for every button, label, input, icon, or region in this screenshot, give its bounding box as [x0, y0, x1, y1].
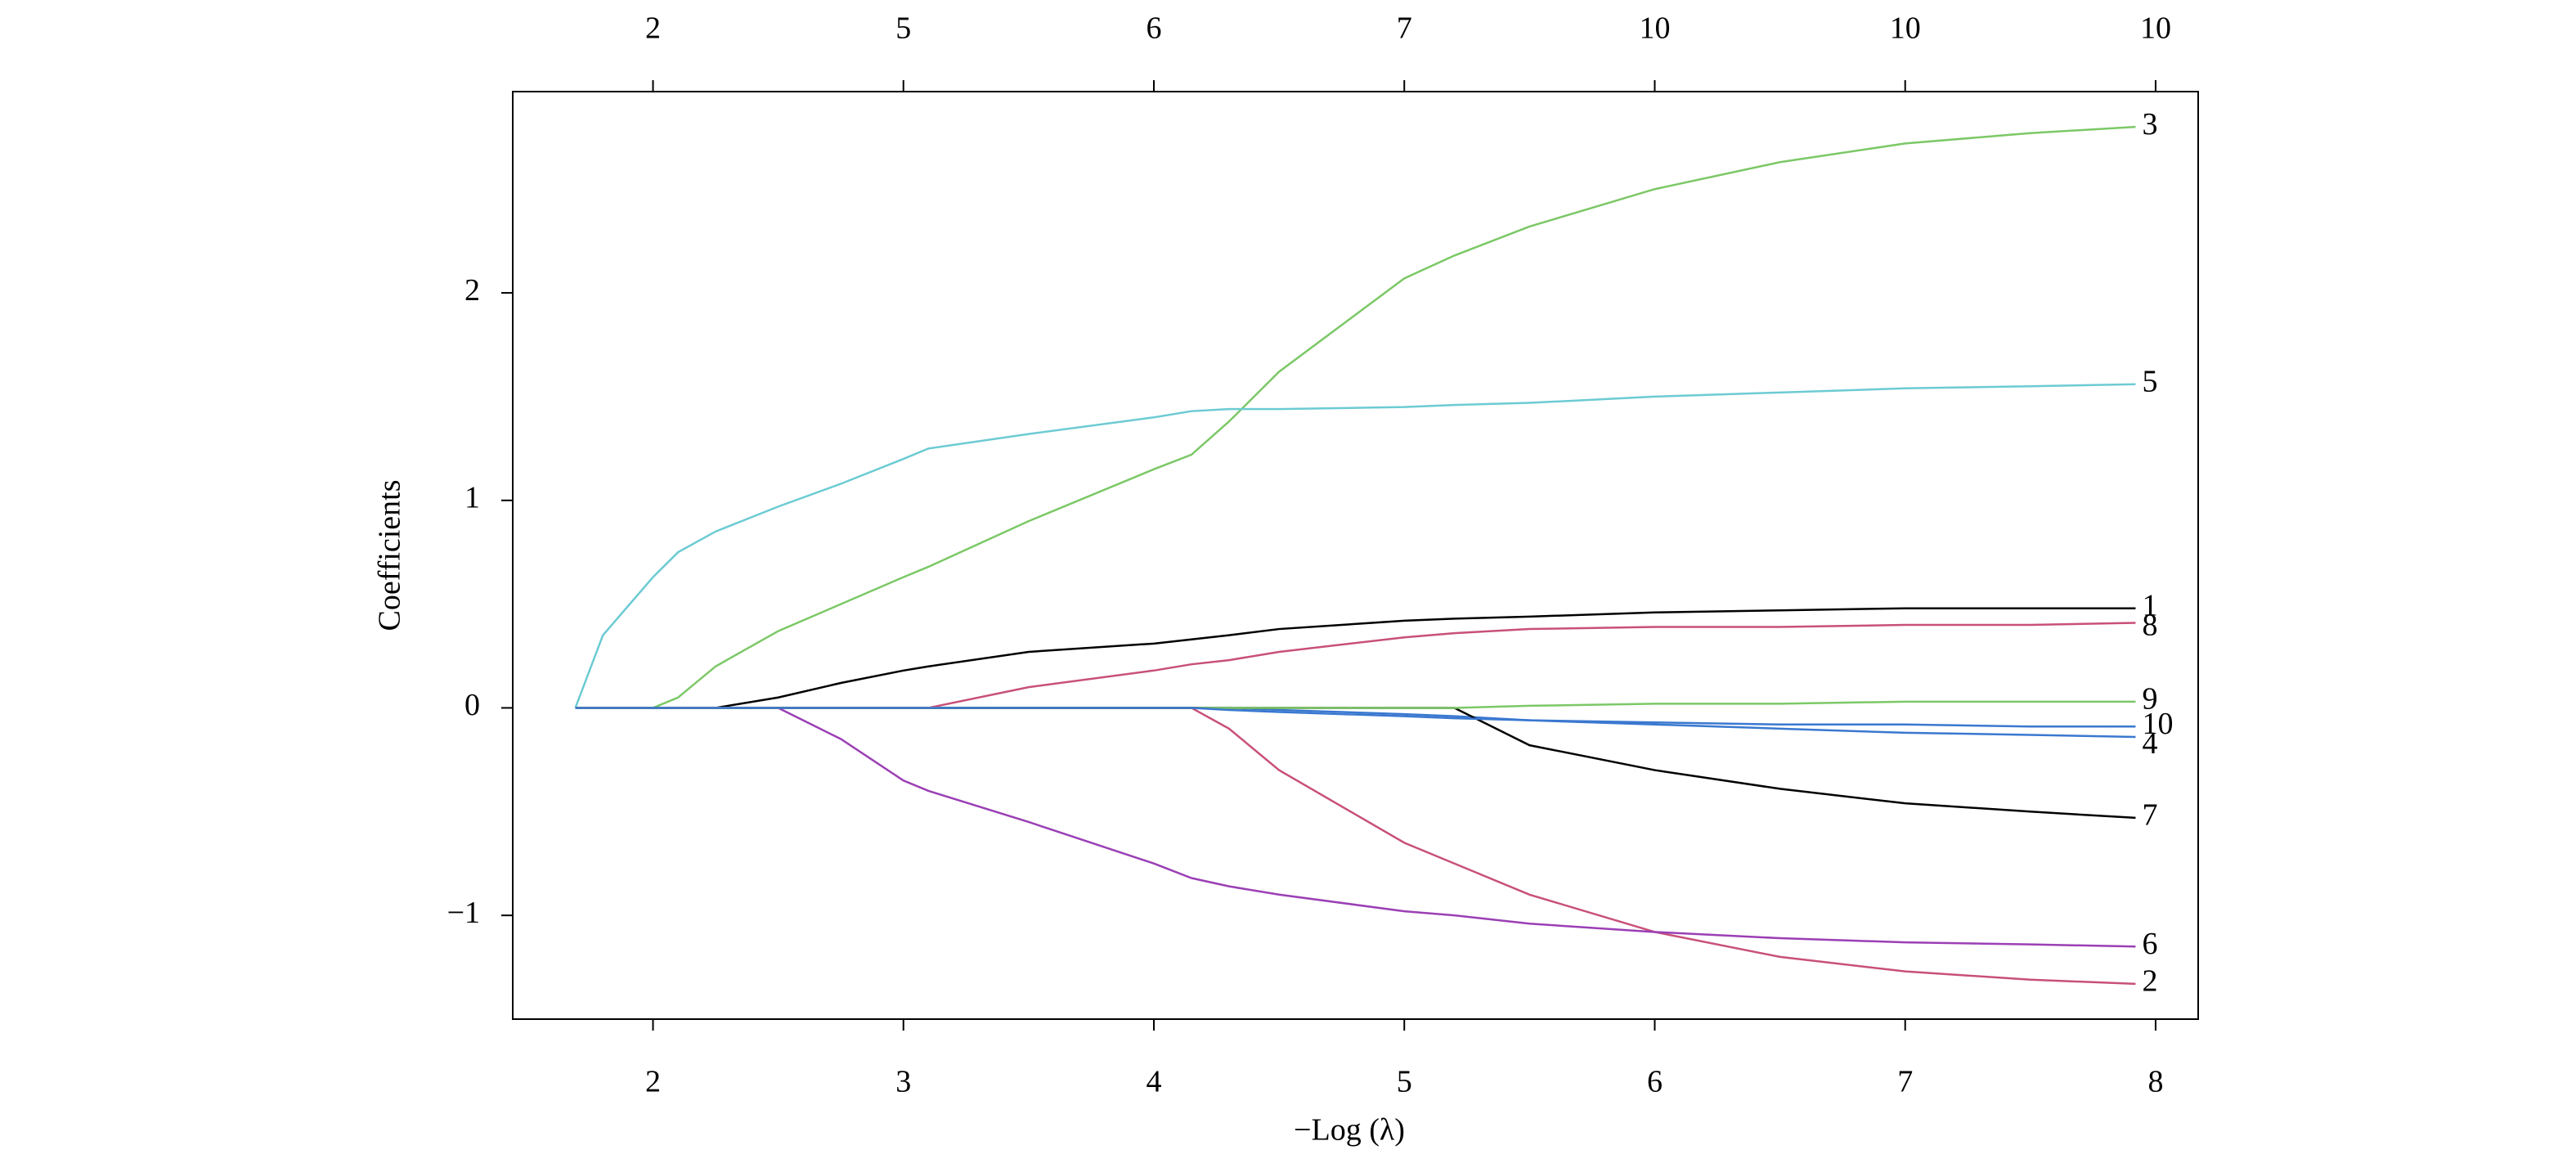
- y-tick-label: 1: [464, 480, 480, 514]
- coefficient-path: [575, 622, 2136, 709]
- coefficient-path: [575, 707, 2136, 948]
- path-label: 8: [2142, 608, 2157, 642]
- path-label: 1: [2142, 588, 2157, 622]
- path-label: 10: [2142, 707, 2173, 741]
- x-tick-label: 3: [895, 1065, 911, 1099]
- y-tick-label: −1: [447, 896, 480, 930]
- path-label: 7: [2142, 798, 2157, 833]
- x-axis-label: −Log (λ): [1294, 1113, 1405, 1148]
- y-tick-label: 2: [464, 273, 480, 308]
- top-x-tick-label: 10: [2140, 11, 2171, 46]
- x-tick-label: 4: [1146, 1065, 1161, 1099]
- path-label: 3: [2142, 107, 2157, 142]
- path-label: 9: [2142, 682, 2157, 717]
- top-x-tick-label: 2: [645, 11, 661, 46]
- coefficient-path: [575, 707, 2136, 728]
- coefficient-path: [574, 383, 2136, 708]
- y-tick-label: 0: [464, 688, 480, 722]
- path-label: 5: [2142, 364, 2157, 398]
- top-x-tick-label: 6: [1146, 11, 1161, 46]
- path-label: 6: [2142, 927, 2157, 961]
- plot-frame: [512, 91, 2199, 1020]
- x-tick-label: 5: [1397, 1065, 1412, 1099]
- coefficient-path: [575, 125, 2136, 709]
- y-axis-label: Coefficients: [373, 479, 407, 631]
- x-tick-label: 8: [2147, 1065, 2163, 1099]
- path-label: 2: [2142, 964, 2157, 999]
- x-tick-label: 7: [1897, 1065, 1913, 1099]
- x-tick-label: 2: [645, 1065, 661, 1099]
- coefficient-path: [575, 607, 2136, 709]
- top-x-tick-label: 10: [1890, 11, 1921, 46]
- x-tick-label: 6: [1647, 1065, 1663, 1099]
- top-x-tick-label: 5: [895, 11, 911, 46]
- path-label: 4: [2142, 726, 2157, 761]
- top-x-tick-label: 10: [1639, 11, 1670, 46]
- top-x-tick-label: 7: [1397, 11, 1412, 46]
